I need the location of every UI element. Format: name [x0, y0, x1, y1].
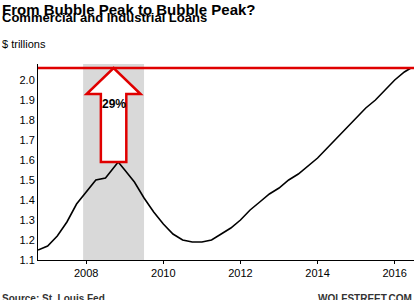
svg-text:1.6: 1.6: [20, 154, 35, 166]
svg-text:2014: 2014: [305, 267, 329, 279]
svg-text:29%: 29%: [102, 97, 126, 111]
svg-text:1.1: 1.1: [20, 254, 35, 266]
svg-text:1.7: 1.7: [20, 134, 35, 146]
svg-text:$ trillions: $ trillions: [2, 38, 46, 50]
svg-text:From Bubble Peak to Bubble Pea: From Bubble Peak to Bubble Peak?: [2, 1, 255, 18]
svg-text:1.4: 1.4: [20, 194, 35, 206]
svg-text:2.0: 2.0: [20, 74, 35, 86]
svg-text:1.9: 1.9: [20, 94, 35, 106]
svg-text:WOLFSTREET.COM: WOLFSTREET.COM: [318, 293, 412, 300]
svg-text:1.2: 1.2: [20, 234, 35, 246]
svg-text:1.5: 1.5: [20, 174, 35, 186]
svg-text:2010: 2010: [151, 267, 175, 279]
svg-text:2016: 2016: [382, 267, 406, 279]
svg-text:1.3: 1.3: [20, 214, 35, 226]
svg-text:2008: 2008: [74, 267, 98, 279]
svg-text:Commercial and Industrial Loan: Commercial and Industrial Loans: [2, 10, 207, 25]
svg-text:2012: 2012: [228, 267, 252, 279]
svg-text:Source: St. Louis Fed: Source: St. Louis Fed: [2, 293, 105, 300]
svg-text:1.8: 1.8: [20, 114, 35, 126]
